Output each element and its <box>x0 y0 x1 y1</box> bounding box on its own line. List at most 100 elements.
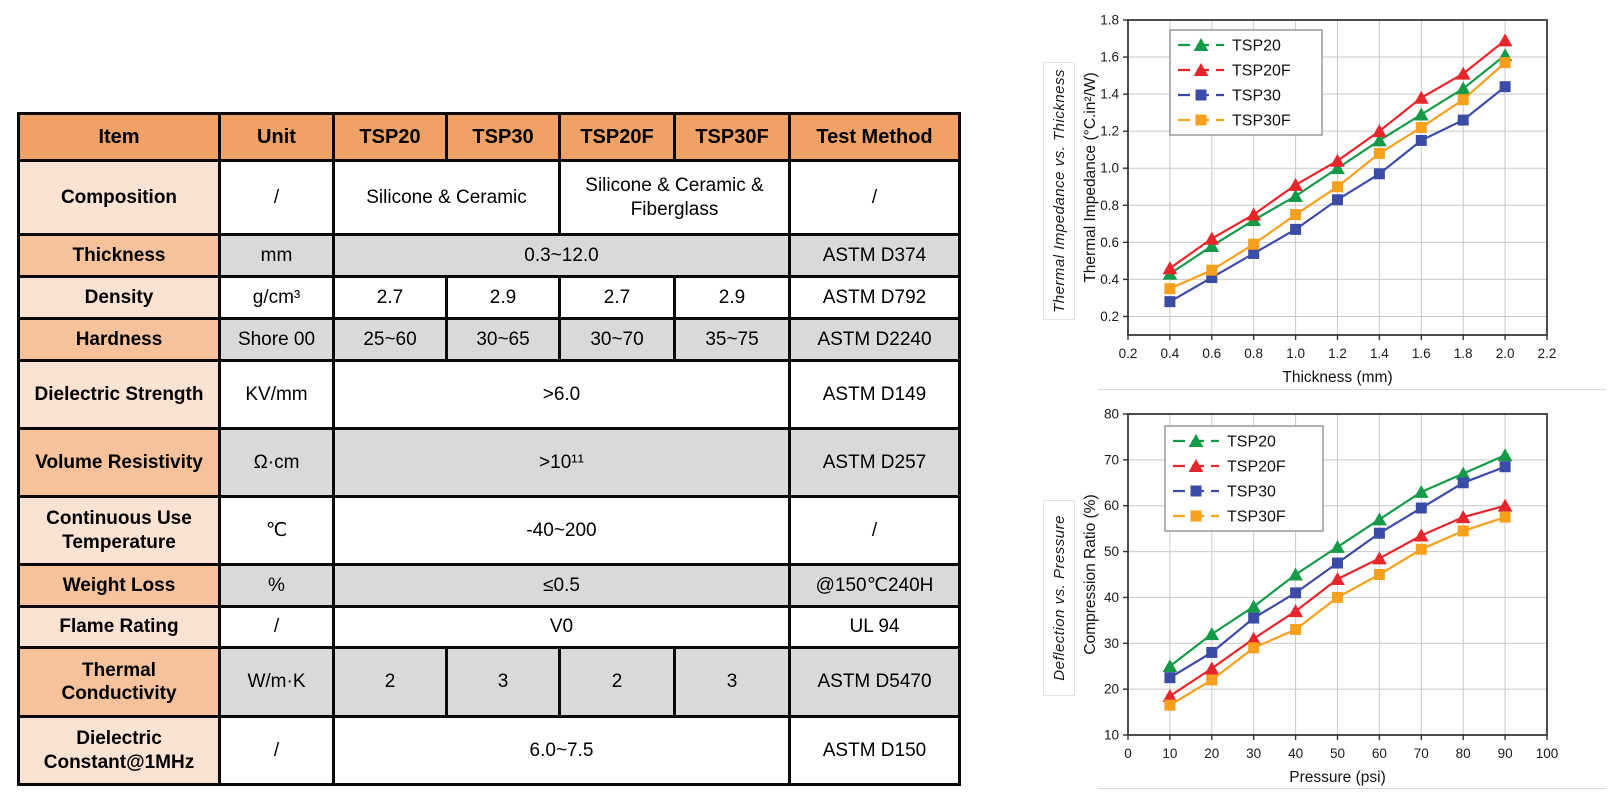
cell-item: Continuous Use Temperature <box>17 495 221 566</box>
table-row: Density g/cm³ 2.7 2.9 2.7 2.9 ASTM D792 <box>17 275 961 320</box>
cell-test-method: ASTM D257 <box>788 427 961 498</box>
thermal-impedance-chart: 0.2 0.4 0.6 0.8 1.0 1.2 1.4 1.6 1.8 2.0 2.2 0.2 0.4 0… <box>1080 8 1605 393</box>
cell-unit: g/cm³ <box>218 275 335 320</box>
cell-test-method: @150℃240H <box>788 563 961 608</box>
svg-text:TSP20F: TSP20F <box>1227 459 1286 476</box>
cell-item: Hardness <box>17 317 221 362</box>
cell-value: ≤0.5 <box>332 563 791 608</box>
svg-text:Compression Ratio (%): Compression Ratio (%) <box>1082 494 1099 654</box>
svg-text:TSP30: TSP30 <box>1232 88 1281 105</box>
cell-value: V0 <box>332 605 791 649</box>
table-row: Dielectric Constant@1MHz/6.0~7.5 ASTM D15… <box>17 715 961 786</box>
svg-text:TSP20F: TSP20F <box>1232 63 1291 80</box>
svg-text:0.8: 0.8 <box>1244 346 1263 361</box>
cell-item: Dielectric Strength <box>17 359 221 430</box>
cell-value: 3 <box>445 646 561 718</box>
cell-test-method: ASTM D5470 <box>788 646 961 718</box>
svg-text:TSP20: TSP20 <box>1232 38 1281 55</box>
svg-text:1.2: 1.2 <box>1100 124 1119 139</box>
svg-text:0.6: 0.6 <box>1202 346 1221 361</box>
cell-value: 2.9 <box>445 275 561 320</box>
svg-text:30: 30 <box>1246 746 1261 761</box>
cell-value: 2 <box>332 646 448 718</box>
cell-unit: / <box>218 715 335 786</box>
col-header-tsp20: TSP20 <box>332 112 448 162</box>
svg-text:TSP30F: TSP30F <box>1227 509 1286 526</box>
svg-text:20: 20 <box>1104 682 1119 697</box>
cell-value: 25~60 <box>332 317 448 362</box>
spec-table: Item Unit TSP20 TSP30 TSP20F TSP30F Test Metho… <box>17 112 961 786</box>
cell-unit: % <box>218 563 335 608</box>
cell-item: Density <box>17 275 221 320</box>
svg-text:1.8: 1.8 <box>1454 346 1473 361</box>
svg-text:Thickness (mm): Thickness (mm) <box>1282 369 1392 386</box>
cell-value: 30~70 <box>558 317 676 362</box>
thermal-impedance-side-label-text: Thermal Impedance vs. Thickness <box>1050 69 1068 313</box>
cell-unit: ℃ <box>218 495 335 566</box>
deflection-side-label: Deflection vs. Pressure <box>1043 500 1075 696</box>
cell-value: 3 <box>673 646 791 718</box>
cell-item: Composition <box>17 159 221 236</box>
compression-ratio-chart: 0 10 20 30 40 50 60 70 80 90 100 10 20 30 40 50 60 70 80 TS… <box>1080 402 1605 797</box>
table-row: Flame Rating / V0 UL 94 <box>17 605 961 649</box>
svg-text:10: 10 <box>1104 728 1119 743</box>
svg-text:1.4: 1.4 <box>1370 346 1389 361</box>
cell-unit: KV/mm <box>218 359 335 430</box>
cell-test-method: / <box>788 495 961 566</box>
cell-value: -40~200 <box>332 495 791 566</box>
svg-text:2.2: 2.2 <box>1538 346 1557 361</box>
svg-text:60: 60 <box>1104 498 1119 513</box>
spec-table-container: Item Unit TSP20 TSP30 TSP20F TSP30F Test Metho… <box>17 112 961 786</box>
svg-text:TSP30F: TSP30F <box>1232 113 1291 130</box>
svg-text:1.2: 1.2 <box>1328 346 1347 361</box>
svg-text:1.8: 1.8 <box>1100 13 1119 28</box>
cell-value: 2.7 <box>558 275 676 320</box>
cell-test-method: UL 94 <box>788 605 961 649</box>
svg-text:0.6: 0.6 <box>1100 235 1119 250</box>
col-header-item: Item <box>17 112 221 162</box>
col-header-tsp20f: TSP20F <box>558 112 676 162</box>
cell-value: 2.7 <box>332 275 448 320</box>
col-header-tsp30f: TSP30F <box>673 112 791 162</box>
cell-value: 35~75 <box>673 317 791 362</box>
svg-text:Thermal Impedance (°C.in²/W): Thermal Impedance (°C.in²/W) <box>1082 72 1099 282</box>
col-header-tsp30: TSP30 <box>445 112 561 162</box>
cell-test-method: ASTM D149 <box>788 359 961 430</box>
cell-item: Volume Resistivity <box>17 427 221 498</box>
cell-item: Dielectric Constant@1MHz <box>17 715 221 786</box>
table-row: Dielectric Strength KV/mm >6.0 ASTM D149 <box>17 359 961 430</box>
svg-text:30: 30 <box>1104 636 1119 651</box>
cell-value: >6.0 <box>332 359 791 430</box>
thermal-impedance-side-label: Thermal Impedance vs. Thickness <box>1043 62 1075 320</box>
svg-text:TSP30: TSP30 <box>1227 484 1276 501</box>
svg-text:70: 70 <box>1104 452 1119 467</box>
col-header-test-method: Test Method <box>788 112 961 162</box>
table-row: Volume Resistivity Ω·cm >10¹¹ ASTM D257 <box>17 427 961 498</box>
table-row: Continuous Use Temperature ℃ -40~200/ <box>17 495 961 566</box>
cell-value: 2 <box>558 646 676 718</box>
svg-text:Pressure (psi): Pressure (psi) <box>1289 769 1385 786</box>
cell-test-method: ASTM D374 <box>788 233 961 278</box>
cell-unit: mm <box>218 233 335 278</box>
cell-unit: Shore 00 <box>218 317 335 362</box>
svg-text:20: 20 <box>1204 746 1219 761</box>
svg-text:40: 40 <box>1288 746 1303 761</box>
cell-value: Silicone & Ceramic <box>332 159 561 236</box>
cell-test-method: ASTM D2240 <box>788 317 961 362</box>
cell-test-method: / <box>788 159 961 236</box>
svg-text:1.6: 1.6 <box>1412 346 1431 361</box>
table-row: Thickness mm 0.3~12.0 ASTM D374 <box>17 233 961 278</box>
table-row: Thermal Conductivity W/m·K 2 3 2 3 ASTM D5470 <box>17 646 961 718</box>
cell-item: Thermal Conductivity <box>17 646 221 718</box>
svg-text:TSP20: TSP20 <box>1227 434 1276 451</box>
cell-unit: / <box>218 605 335 649</box>
svg-text:0.2: 0.2 <box>1119 346 1138 361</box>
cell-unit: / <box>218 159 335 236</box>
table-row: Weight Loss% ≤0.5 @150℃240H <box>17 563 961 608</box>
svg-text:50: 50 <box>1104 544 1119 559</box>
table-row: Hardness Shore 00 25~60 30~65 30~70 35~75 ASTM… <box>17 317 961 362</box>
cell-value: Silicone & Ceramic & Fiberglass <box>558 159 791 236</box>
cell-value: >10¹¹ <box>332 427 791 498</box>
cell-value: 2.9 <box>673 275 791 320</box>
